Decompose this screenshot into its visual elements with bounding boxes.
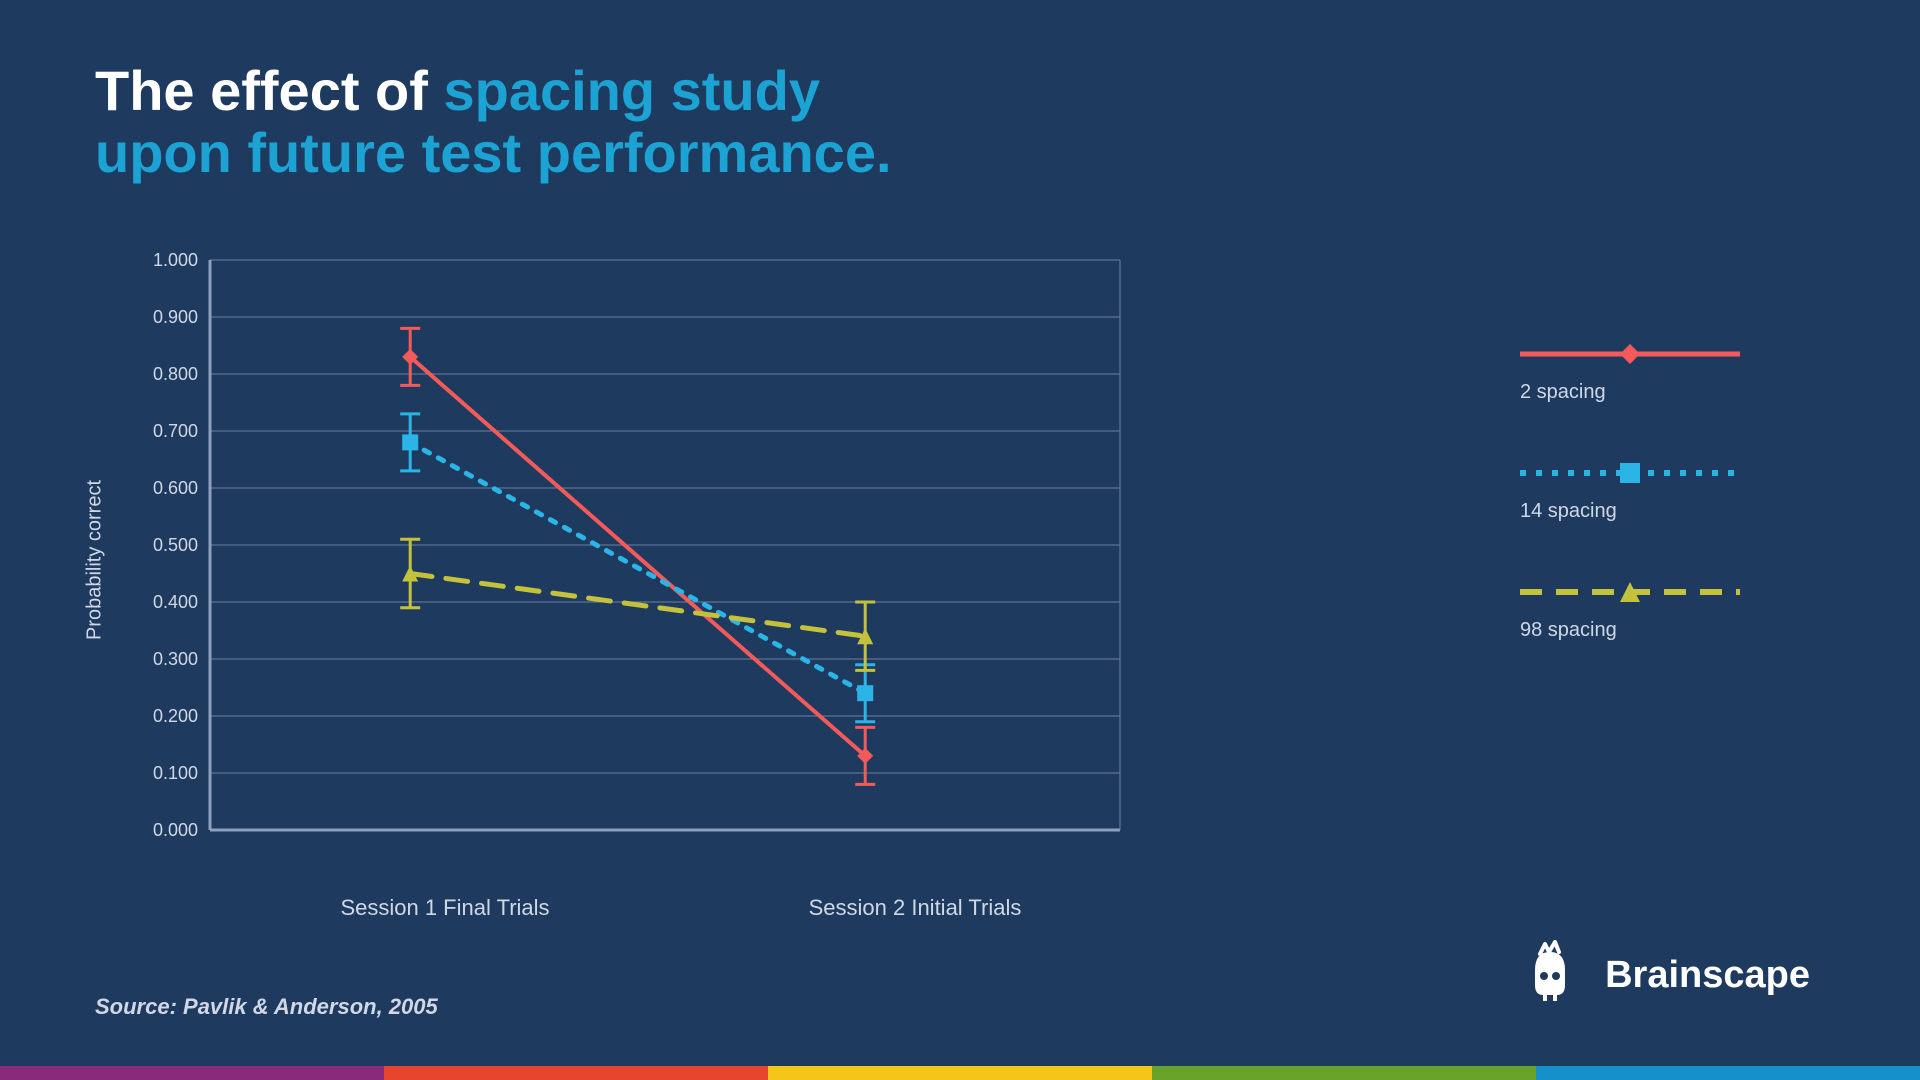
x-label-0: Session 1 Final Trials [210,895,680,921]
legend-item-0: 2 spacing [1520,340,1780,404]
bottom-accent-bar [0,1066,1920,1080]
svg-text:0.700: 0.700 [153,421,198,441]
svg-text:0.600: 0.600 [153,478,198,498]
chart-legend: 2 spacing 14 spacing 98 spacing [1520,340,1780,697]
brand-logo: Brainscape [1515,940,1810,1010]
legend-label-0: 2 spacing [1520,381,1780,404]
source-citation: Source: Pavlik & Anderson, 2005 [95,994,438,1020]
bar-seg-2 [768,1066,1152,1080]
bar-seg-3 [1152,1066,1536,1080]
svg-text:0.300: 0.300 [153,649,198,669]
title-white-1: The effect of [95,59,443,122]
x-label-1: Session 2 Initial Trials [680,895,1150,921]
chart-container: Probability correct 0.0000.1000.2000.300… [130,250,1150,870]
legend-item-1: 14 spacing [1520,459,1780,523]
legend-label-2: 98 spacing [1520,619,1780,642]
legend-swatch-0 [1520,340,1740,368]
brand-name: Brainscape [1605,954,1810,997]
title-accent-1: spacing study [443,59,820,122]
bar-seg-4 [1536,1066,1920,1080]
svg-text:0.900: 0.900 [153,307,198,327]
legend-swatch-2 [1520,578,1740,606]
y-axis-label: Probability correct [84,480,107,640]
svg-text:1.000: 1.000 [153,250,198,270]
svg-text:0.800: 0.800 [153,364,198,384]
x-axis-labels: Session 1 Final Trials Session 2 Initial… [210,895,1150,921]
legend-label-1: 14 spacing [1520,500,1780,523]
brainscape-icon [1515,940,1585,1010]
svg-text:0.000: 0.000 [153,820,198,840]
svg-text:0.100: 0.100 [153,763,198,783]
legend-swatch-1 [1520,459,1740,487]
legend-item-2: 98 spacing [1520,578,1780,642]
bar-seg-0 [0,1066,384,1080]
bar-seg-1 [384,1066,768,1080]
svg-text:0.400: 0.400 [153,592,198,612]
title-accent-2: upon future test performance. [95,121,892,184]
line-chart: 0.000 0.100 0.200 0.300 0.400 0.500 0.600 0.700… [130,250,1150,840]
svg-text:0.500: 0.500 [153,535,198,555]
svg-text:0.200: 0.200 [153,706,198,726]
page-title: The effect of spacing study upon future … [95,60,892,183]
